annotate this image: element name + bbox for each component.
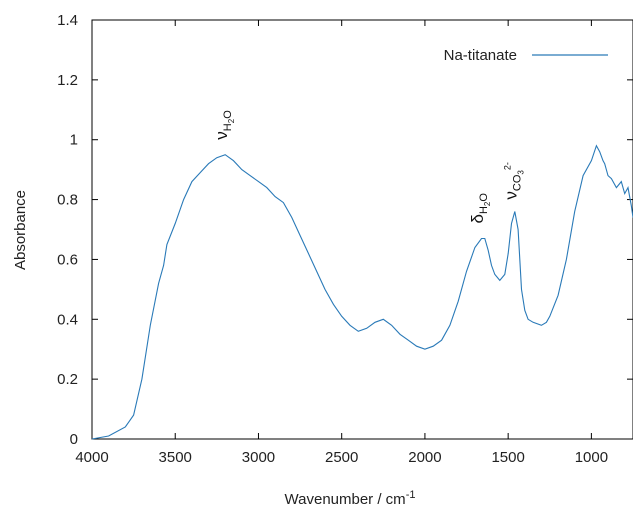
peak-sub3: O [222,110,234,119]
y-tick-label: 1.4 [57,12,78,29]
peak-label: νCO3 2- [502,162,526,199]
peak-sub2: 3 [517,170,526,175]
y-axis-title: Absorbance [12,190,29,270]
y-tick-label: 0.6 [57,251,78,268]
peak-sub3: O [478,193,490,202]
plot-frame [91,19,633,440]
legend: Na-titanate [444,47,608,64]
peak-symbol: ν [502,191,521,200]
x-tick-label: 1500 [491,449,524,466]
y-tick-label: 0.8 [57,192,78,209]
y-tick-label: 0.2 [57,371,78,388]
peak-sub: CO [512,174,524,191]
peak-symbol: ν [212,131,231,140]
x-axis-title: Wavenumber / cm-1 [285,489,416,508]
x-tick-label: 3500 [159,449,192,466]
x-tick-label: 2000 [408,449,441,466]
x-tick-label: 3000 [242,449,275,466]
y-tick-label: 1.2 [57,72,78,89]
y-axis-ticks: 0 0.2 0.4 0.6 0.8 1 1.2 1.4 [57,12,633,448]
x-tick-label: 4000 [75,449,108,466]
peak-sub: H [222,123,234,131]
y-tick-label: 0 [70,431,78,448]
y-tick-label: 0.4 [57,311,78,328]
peak-sub: H [478,206,490,214]
x-axis-title-sup: -1 [406,489,416,501]
x-tick-label: 1000 [575,449,608,466]
peak-label: νH2O [212,110,236,140]
x-axis-title-main: Wavenumber / cm [285,491,406,508]
peak-label: δH2O [468,193,492,224]
y-tick-label: 1 [70,132,78,149]
x-tick-label: 2500 [325,449,358,466]
peak-sub2: 2 [227,118,236,123]
x-axis-ticks: 4000 3500 3000 2500 2000 1500 1000 [75,20,608,466]
peak-symbol: δ [468,214,487,223]
peak-sub2: 2 [483,201,492,206]
peak-sup: 2- [503,162,513,170]
series-line-na-titanate [91,144,633,440]
legend-label: Na-titanate [444,47,517,64]
